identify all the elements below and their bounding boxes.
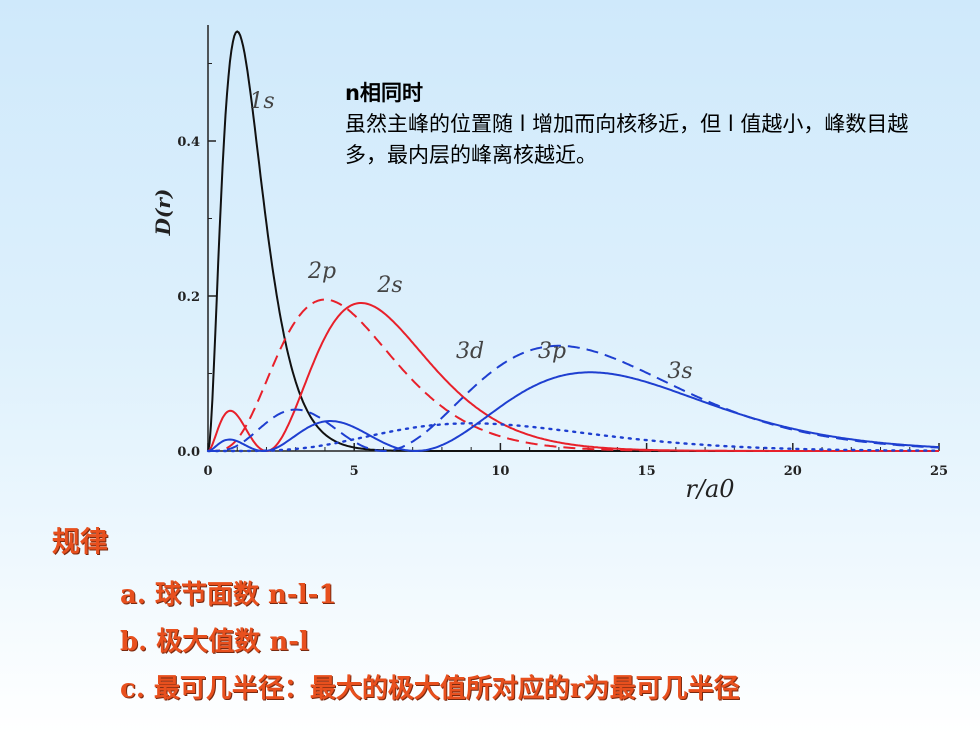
- rules-section: 规律 a. 球节面数 n-l-1 b. 极大值数 n-l c. 最可几半径：最大…: [52, 520, 740, 715]
- series-label-3d: 3d: [456, 339, 484, 364]
- series-label-3s: 3s: [667, 359, 692, 384]
- x-tick-label: 5: [350, 464, 359, 479]
- series-line-3s: [207, 371, 940, 452]
- series-line-2p: [208, 298, 939, 452]
- series-label-2p: 2p: [307, 259, 336, 284]
- x-tick-label: 25: [930, 464, 948, 479]
- rule-item-a: a. 球节面数 n-l-1: [120, 580, 337, 610]
- note-line-2: 虽然主峰的位置随 l 增加而向核移近，但 l 值越小，峰数目越多，最内层的峰离核…: [345, 112, 909, 167]
- series-label-2s: 2s: [376, 273, 402, 298]
- y-axis-title: D(r): [151, 189, 175, 237]
- radial-distribution-chart: 0 5 10 15 20 25 0.0 0.2 0.4 D(r) r/a0 1s 2s 2p 3s 3p 3d: [151, 25, 948, 503]
- x-tick-label: 10: [491, 464, 509, 479]
- x-tick-label: 0: [203, 464, 212, 479]
- observation-note: n相同时 虽然主峰的位置随 l 增加而向核移近，但 l 值越小，峰数目越多，最内…: [345, 78, 935, 171]
- y-tick-label: 0.4: [177, 135, 200, 150]
- series-line-3p: [208, 344, 940, 452]
- series-label-1s: 1s: [249, 89, 274, 114]
- series-line-2s: [207, 302, 939, 453]
- rule-item-b: b. 极大值数 n-l: [120, 627, 309, 657]
- series-label-3p: 3p: [538, 339, 566, 364]
- series-line-3d: [206, 422, 941, 453]
- rules-title: 规律: [52, 525, 109, 558]
- y-tick-label: 0.0: [177, 445, 200, 460]
- rule-item-c: c. 最可几半径：最大的极大值所对应的r为最可几半径: [120, 674, 740, 704]
- y-tick-label: 0.2: [177, 290, 200, 305]
- note-line-1: n相同时: [345, 81, 423, 105]
- plot-curves: [206, 30, 941, 453]
- x-tick-label: 20: [784, 464, 802, 479]
- plot-labels: D(r) r/a0 1s 2s 2p 3s 3p 3d: [151, 89, 735, 503]
- x-tick-label: 15: [638, 464, 656, 479]
- x-axis-title: r/a0: [685, 475, 734, 503]
